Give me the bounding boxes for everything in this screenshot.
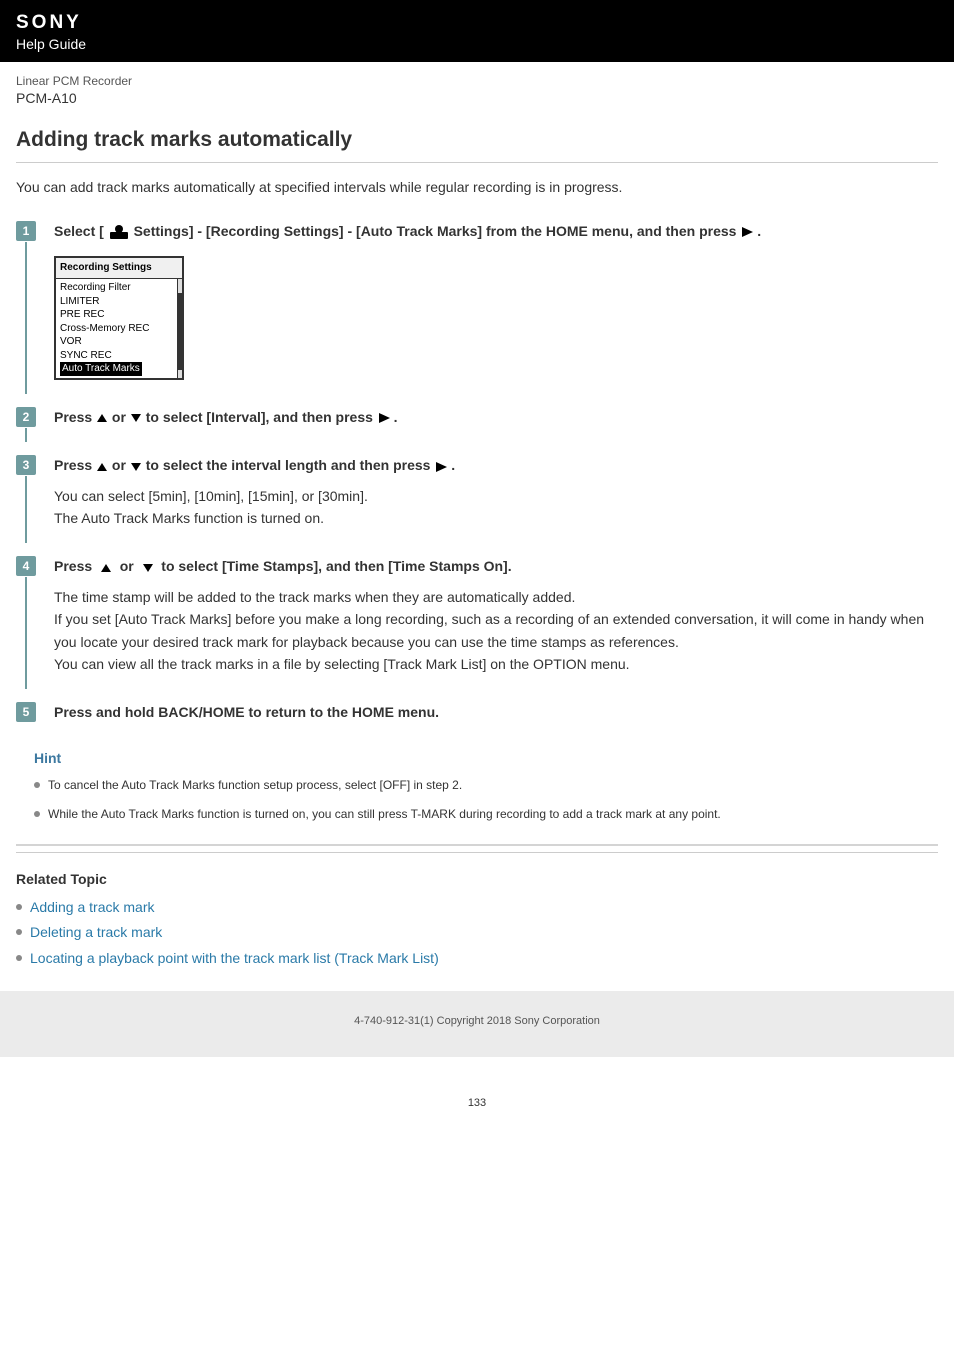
step-body: Press or to select the interval length a… xyxy=(54,454,938,529)
hint-item: To cancel the Auto Track Marks function … xyxy=(34,776,936,795)
step-title: Press or to select [Interval], and then … xyxy=(54,406,938,428)
step-text-mid: or xyxy=(108,457,130,473)
step-line xyxy=(25,577,27,689)
desc-line: You can view all the track marks in a fi… xyxy=(54,653,938,675)
step-text-post: Settings] - [Recording Settings] - [Auto… xyxy=(130,223,741,239)
step-body: Press and hold BACK/HOME to return to th… xyxy=(54,701,938,723)
step-text-pre: Press xyxy=(54,558,96,574)
related-link[interactable]: Adding a track mark xyxy=(30,899,155,915)
step-title: Press or to select the interval length a… xyxy=(54,454,938,476)
hint-box: Hint To cancel the Auto Track Marks func… xyxy=(34,750,936,824)
device-item: Recording Filter xyxy=(60,281,180,295)
step-line xyxy=(25,428,27,442)
down-icon xyxy=(131,414,141,422)
device-screen: Recording Settings Recording Filter LIMI… xyxy=(54,256,184,380)
header: SONY Help Guide xyxy=(0,0,954,62)
hint-item: While the Auto Track Marks function is t… xyxy=(34,805,936,824)
page-number: 133 xyxy=(0,1057,954,1125)
step-title: Press and hold BACK/HOME to return to th… xyxy=(54,701,938,723)
step-2: 2 Press or to select [Interval], and the… xyxy=(0,394,954,442)
related-list: Adding a track mark Deleting a track mar… xyxy=(16,895,938,971)
related-item: Adding a track mark xyxy=(16,895,938,920)
related-link[interactable]: Locating a playback point with the track… xyxy=(30,950,439,966)
up-icon xyxy=(97,414,107,422)
product-model: PCM-A10 xyxy=(16,90,938,106)
step-text-mid: or xyxy=(108,409,130,425)
device-item: Cross-Memory REC xyxy=(60,322,180,336)
device-screenshot: Recording Settings Recording Filter LIMI… xyxy=(54,256,938,380)
device-item: PRE REC xyxy=(60,308,180,322)
device-item: LIMITER xyxy=(60,295,180,309)
product-label: Linear PCM Recorder xyxy=(16,74,938,88)
settings-icon xyxy=(110,225,128,239)
page-title: Adding track marks automatically xyxy=(0,114,954,162)
step-title: Select [ Settings] - [Recording Settings… xyxy=(54,220,938,242)
step-number: 5 xyxy=(16,702,36,722)
related-item: Deleting a track mark xyxy=(16,920,938,945)
step-line xyxy=(25,476,27,543)
step-text-pre: Select [ xyxy=(54,223,108,239)
device-list: Recording Filter LIMITER PRE REC Cross-M… xyxy=(56,279,182,378)
period: . xyxy=(390,409,398,425)
step-text-post: to select [Interval], and then press xyxy=(142,409,377,425)
divider xyxy=(16,844,938,846)
device-item: SYNC REC xyxy=(60,349,180,363)
step-text-pre: Press xyxy=(54,409,96,425)
desc-line: The Auto Track Marks function is turned … xyxy=(54,507,938,529)
product-info: Linear PCM Recorder PCM-A10 xyxy=(0,62,954,114)
intro-text: You can add track marks automatically at… xyxy=(0,163,954,208)
step-text-post: to select [Time Stamps], and then [Time … xyxy=(157,558,511,574)
up-icon xyxy=(101,564,111,572)
step-text-pre: Press xyxy=(54,457,96,473)
device-title: Recording Settings xyxy=(56,258,182,279)
hint-title: Hint xyxy=(34,750,936,766)
period: . xyxy=(753,223,761,239)
step-number: 4 xyxy=(16,556,36,576)
desc-line: The time stamp will be added to the trac… xyxy=(54,586,938,608)
step-4: 4 Press or to select [Time Stamps], and … xyxy=(0,543,954,689)
related-item: Locating a playback point with the track… xyxy=(16,946,938,971)
desc-line: If you set [Auto Track Marks] before you… xyxy=(54,608,938,653)
step-body: Press or to select [Time Stamps], and th… xyxy=(54,555,938,675)
down-icon xyxy=(131,463,141,471)
device-scrollbar xyxy=(177,279,182,378)
up-icon xyxy=(97,463,107,471)
step-3: 3 Press or to select the interval length… xyxy=(0,442,954,543)
play-icon xyxy=(742,227,753,237)
desc-line: You can select [5min], [10min], [15min],… xyxy=(54,485,938,507)
step-text-post: to select the interval length and then p… xyxy=(142,457,435,473)
step-title: Press or to select [Time Stamps], and th… xyxy=(54,555,938,577)
down-icon xyxy=(143,564,153,572)
step-desc: The time stamp will be added to the trac… xyxy=(54,586,938,676)
step-body: Select [ Settings] - [Recording Settings… xyxy=(54,220,938,380)
device-item-selected: Auto Track Marks xyxy=(60,362,142,376)
step-line xyxy=(25,242,27,394)
hint-list: To cancel the Auto Track Marks function … xyxy=(34,776,936,824)
step-1: 1 Select [ Settings] - [Recording Settin… xyxy=(0,208,954,394)
play-icon xyxy=(436,462,447,472)
related-section: Related Topic Adding a track mark Deleti… xyxy=(0,853,954,991)
footer: 4-740-912-31(1) Copyright 2018 Sony Corp… xyxy=(0,991,954,1057)
play-icon xyxy=(379,413,390,423)
step-body: Press or to select [Interval], and then … xyxy=(54,406,938,428)
help-guide-label: Help Guide xyxy=(16,36,938,52)
step-desc: You can select [5min], [10min], [15min],… xyxy=(54,485,938,530)
period: . xyxy=(447,457,455,473)
step-number: 2 xyxy=(16,407,36,427)
brand-logo: SONY xyxy=(16,12,938,34)
step-5: 5 Press and hold BACK/HOME to return to … xyxy=(0,689,954,737)
related-title: Related Topic xyxy=(16,871,938,887)
step-text-mid: or xyxy=(116,558,138,574)
related-link[interactable]: Deleting a track mark xyxy=(30,924,162,940)
device-item: VOR xyxy=(60,335,180,349)
step-number: 3 xyxy=(16,455,36,475)
step-number: 1 xyxy=(16,221,36,241)
